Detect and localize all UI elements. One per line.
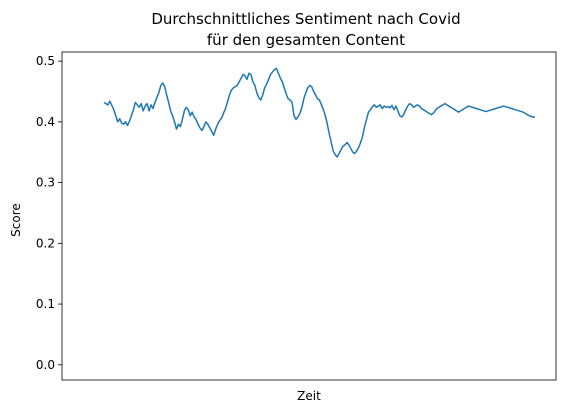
y-tick-label: 0.0: [36, 358, 55, 372]
y-tick-label: 0.5: [36, 54, 55, 68]
x-axis-label: Zeit: [297, 389, 321, 403]
chart-title-line1: Durchschnittliches Sentiment nach Covid: [151, 10, 460, 28]
y-axis-ticks: 0.0 0.1 0.2 0.3 0.4 0.5: [36, 54, 62, 372]
y-tick-label: 0.4: [36, 115, 55, 129]
y-tick-label: 0.3: [36, 176, 55, 190]
y-tick-label: 0.1: [36, 297, 55, 311]
plot-frame: [61, 51, 557, 381]
chart-title-line2: für den gesamten Content: [207, 31, 405, 49]
sentiment-line-0: [103, 67, 535, 158]
plot-lines: [103, 67, 535, 158]
y-axis-label: Score: [9, 203, 23, 237]
y-tick-label: 0.2: [36, 236, 55, 250]
